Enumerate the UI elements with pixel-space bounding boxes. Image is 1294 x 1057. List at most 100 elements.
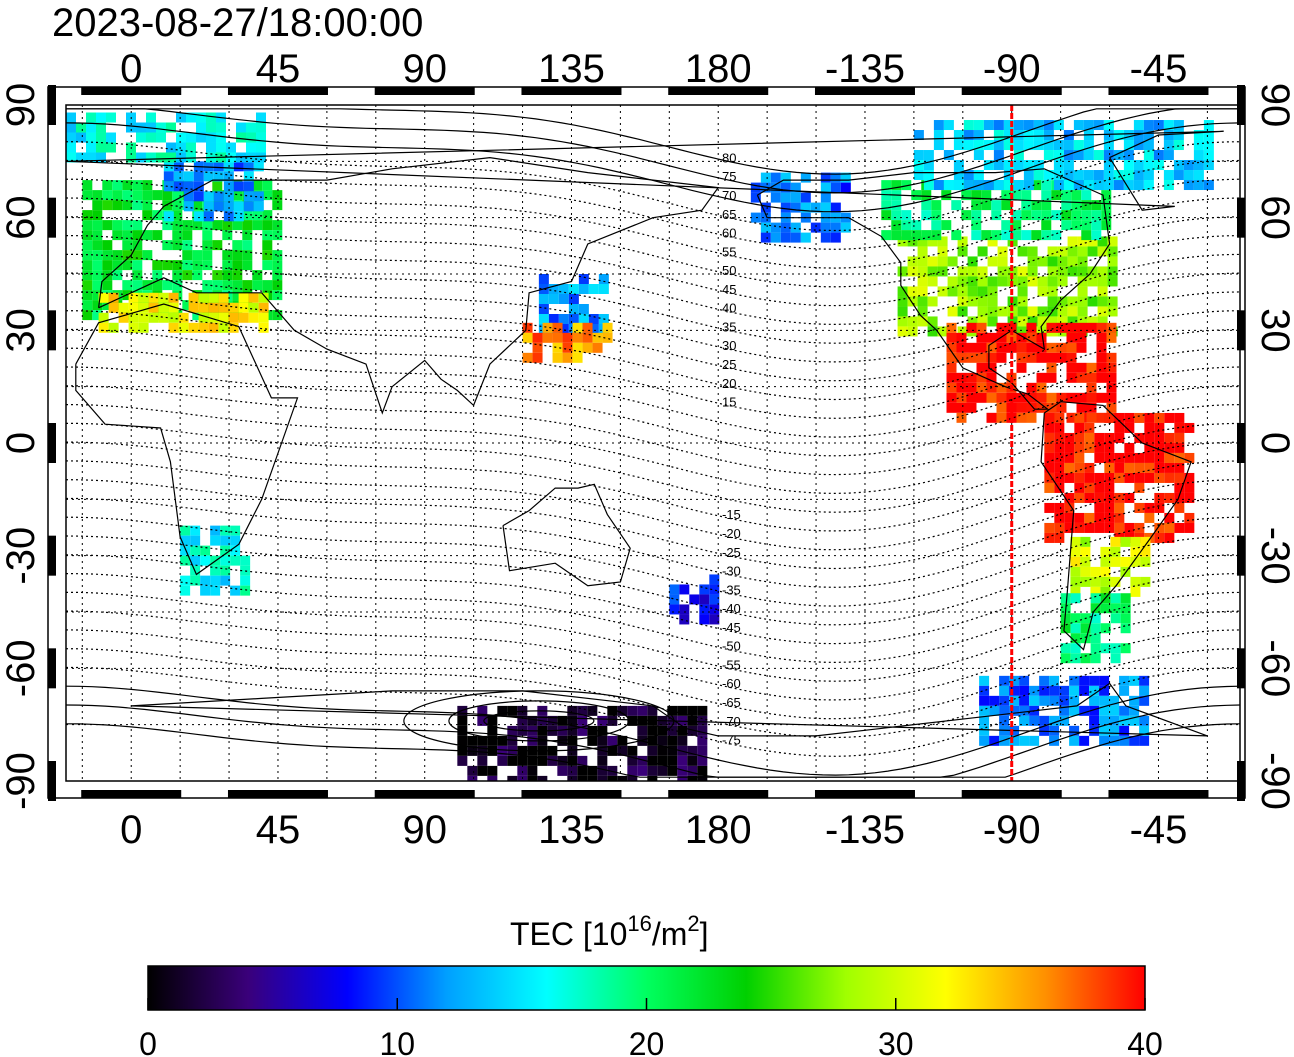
tec-cell (92, 270, 103, 281)
tec-cell (957, 266, 968, 277)
tec-cell (897, 296, 908, 307)
tec-cell (1027, 306, 1038, 317)
tec-cell (1114, 422, 1125, 433)
tec-cell (228, 312, 239, 323)
y-tick-left (48, 310, 56, 351)
tec-cell (1163, 170, 1174, 181)
y-tick-left (48, 197, 56, 238)
tec-cell (1097, 246, 1108, 257)
tec-cell (1120, 623, 1131, 634)
tec-cell (238, 292, 249, 303)
tec-cell (997, 306, 1008, 317)
tec-cell (1049, 695, 1060, 706)
tec-cell (572, 352, 583, 363)
tec-cell (1154, 472, 1165, 483)
tec-cell (1063, 180, 1074, 191)
tec-cell (233, 211, 244, 222)
tec-cell (993, 150, 1004, 161)
tec-cell (913, 170, 924, 181)
x-tick-label-bottom: 45 (256, 808, 301, 852)
tec-cell (1183, 170, 1194, 181)
tec-cell (1084, 462, 1095, 473)
tec-cell (1066, 412, 1077, 423)
tec-cell (999, 685, 1010, 696)
tec-cell (230, 525, 241, 536)
coastline-australia (502, 483, 631, 587)
tec-cell (937, 246, 948, 257)
tec-cell (1089, 685, 1100, 696)
tec-region (1060, 593, 1131, 664)
tec-cell (507, 725, 518, 736)
tec-cell (122, 200, 133, 211)
x-tick-label-top: 0 (120, 47, 142, 91)
tec-cell (1096, 352, 1107, 363)
x-tick-label-top: -45 (1130, 47, 1188, 91)
tec-cell (1097, 286, 1108, 297)
tec-cell (1097, 296, 1108, 307)
tec-cell (1087, 276, 1098, 287)
tec-cell (699, 594, 710, 605)
tec-cell (1054, 512, 1065, 523)
tec-cell (172, 280, 183, 291)
tec-cell (102, 220, 113, 231)
tec-cell (66, 152, 76, 163)
tec-cell (976, 362, 987, 373)
tec-cell (1027, 316, 1038, 327)
tec-cell (647, 755, 658, 766)
tec-cell (1017, 276, 1028, 287)
tec-cell (156, 122, 166, 133)
tec-cell (1061, 190, 1072, 201)
tec-cell (667, 725, 678, 736)
tec-cell (1047, 256, 1058, 267)
tec-cell (180, 535, 191, 546)
tec-cell (522, 322, 533, 333)
tec-cell (230, 535, 241, 546)
tec-cell (1070, 546, 1081, 557)
tec-cell (1023, 170, 1034, 181)
tec-cell (1123, 130, 1134, 141)
tec-cell (979, 695, 990, 706)
tec-cell (1110, 536, 1121, 547)
tec-cell (1104, 522, 1115, 533)
tec-cell (1096, 392, 1107, 403)
tec-cell (1090, 576, 1101, 587)
tec-cell (1074, 422, 1085, 433)
tec-cell (760, 232, 771, 243)
tec-cell (810, 222, 821, 233)
tec-cell (820, 192, 831, 203)
tec-cell (987, 296, 998, 307)
tec-cell (627, 765, 638, 776)
tec-cell (487, 765, 498, 776)
tec-cell (598, 274, 609, 284)
tec-cell (1061, 210, 1072, 221)
tec-cell (132, 220, 143, 231)
tec-cell (1016, 352, 1027, 363)
tec-cell (1130, 576, 1141, 587)
tec-cell (242, 260, 253, 271)
tec-cell (1023, 140, 1034, 151)
tec-cell (1090, 566, 1101, 577)
tec-cell (1016, 412, 1027, 423)
tec-cell (687, 715, 698, 726)
tec-cell (128, 322, 139, 333)
tec-cell (820, 202, 831, 213)
tec-cell (1013, 130, 1024, 141)
tec-cell (1029, 685, 1040, 696)
tec-cell (1017, 246, 1028, 257)
tec-cell (1063, 160, 1074, 171)
tec-cell (92, 260, 103, 271)
tec-cell (517, 715, 528, 726)
tec-cell (947, 276, 958, 287)
tec-cell (1009, 705, 1020, 716)
tec-cell (953, 170, 964, 181)
tec-cell (1001, 230, 1012, 241)
tec-cell (996, 392, 1007, 403)
magnetic-contour (66, 422, 1240, 513)
tec-cell (897, 286, 908, 297)
tec-cell (1016, 362, 1027, 373)
tec-cell (966, 402, 977, 413)
tec-cell (122, 180, 133, 191)
axis-ticks (48, 85, 1245, 801)
tec-cell (699, 584, 710, 595)
tec-cell (577, 765, 588, 776)
